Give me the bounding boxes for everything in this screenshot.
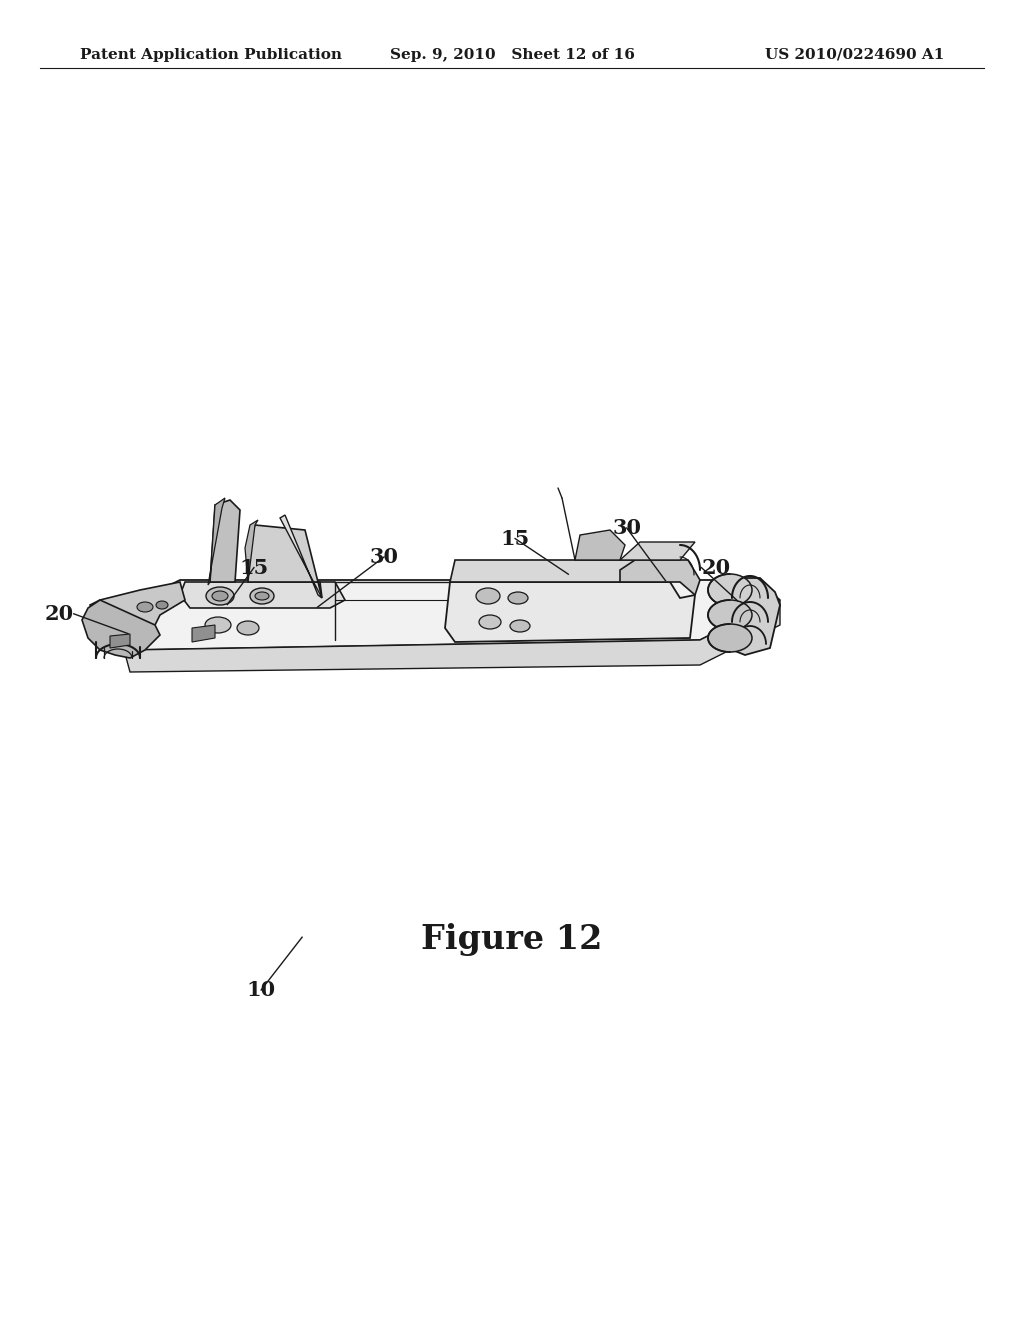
Ellipse shape <box>156 601 168 609</box>
Text: 30: 30 <box>370 546 398 568</box>
Polygon shape <box>245 520 258 582</box>
Ellipse shape <box>205 616 231 634</box>
Text: Figure 12: Figure 12 <box>421 924 603 957</box>
Ellipse shape <box>206 587 234 605</box>
Text: Sep. 9, 2010   Sheet 12 of 16: Sep. 9, 2010 Sheet 12 of 16 <box>389 48 635 62</box>
Text: 30: 30 <box>612 517 641 539</box>
Ellipse shape <box>508 591 528 605</box>
Polygon shape <box>120 601 780 672</box>
Ellipse shape <box>476 587 500 605</box>
Ellipse shape <box>708 624 752 652</box>
Polygon shape <box>575 531 625 560</box>
Polygon shape <box>450 560 680 582</box>
Polygon shape <box>620 560 700 595</box>
Polygon shape <box>280 515 322 598</box>
Ellipse shape <box>708 574 752 606</box>
Ellipse shape <box>255 591 269 601</box>
Polygon shape <box>82 601 160 657</box>
Polygon shape <box>248 525 322 598</box>
Polygon shape <box>120 579 780 649</box>
Polygon shape <box>445 582 695 642</box>
Polygon shape <box>620 543 695 560</box>
Ellipse shape <box>237 620 259 635</box>
Text: US 2010/0224690 A1: US 2010/0224690 A1 <box>765 48 944 62</box>
Ellipse shape <box>510 620 530 632</box>
Polygon shape <box>720 578 780 655</box>
Text: 15: 15 <box>501 528 529 549</box>
Ellipse shape <box>479 615 501 630</box>
Polygon shape <box>90 582 185 630</box>
Polygon shape <box>180 582 345 609</box>
Polygon shape <box>208 498 225 585</box>
Text: 10: 10 <box>247 979 275 1001</box>
Text: 15: 15 <box>240 557 268 578</box>
Polygon shape <box>110 634 130 648</box>
Ellipse shape <box>212 591 228 601</box>
Ellipse shape <box>250 587 274 605</box>
Polygon shape <box>210 500 240 582</box>
Ellipse shape <box>137 602 153 612</box>
Ellipse shape <box>708 601 752 630</box>
Text: 20: 20 <box>701 557 730 578</box>
Text: Patent Application Publication: Patent Application Publication <box>80 48 342 62</box>
Text: 20: 20 <box>45 603 74 624</box>
Polygon shape <box>193 624 215 642</box>
